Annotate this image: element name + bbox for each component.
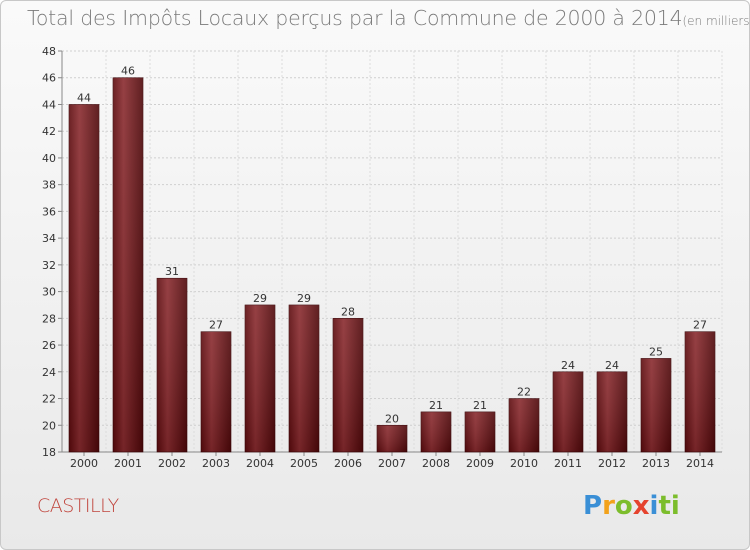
bar-layer — [68, 77, 716, 453]
bar-shade-2012 — [597, 371, 627, 452]
bar-shade-2007 — [377, 425, 407, 452]
bar-shade-2014 — [685, 331, 715, 452]
x-tick-label-2006: 2006 — [334, 457, 362, 470]
y-tick-label: 42 — [42, 125, 56, 138]
y-tick-label: 26 — [42, 339, 56, 352]
bar-shade-2011 — [553, 371, 583, 452]
y-tick-label: 34 — [42, 232, 56, 245]
data-label-2013: 25 — [649, 345, 663, 358]
y-tick-label: 36 — [42, 205, 56, 218]
y-tick-label: 40 — [42, 152, 56, 165]
y-tick-label: 28 — [42, 312, 56, 325]
y-tick-label: 48 — [42, 45, 56, 58]
data-label-2007: 20 — [385, 412, 399, 425]
data-label-2010: 22 — [517, 386, 531, 399]
commune-name: CASTILLY — [37, 495, 119, 517]
bar-shade-2008 — [421, 411, 451, 452]
y-tick-label: 24 — [42, 366, 56, 379]
y-tick-label: 32 — [42, 259, 56, 272]
bar-shade-2006 — [333, 318, 363, 452]
x-tick-label-2001: 2001 — [114, 457, 142, 470]
x-tick-label-2008: 2008 — [422, 457, 450, 470]
chart-unit-note: (en milliers d'€) — [682, 14, 750, 28]
x-tick-label-2012: 2012 — [598, 457, 626, 470]
y-tick-label: 18 — [42, 446, 56, 459]
bar-shade-2013 — [641, 358, 671, 452]
x-tick-label-2000: 2000 — [70, 457, 98, 470]
data-label-2014: 27 — [693, 319, 707, 332]
x-tick-label-2014: 2014 — [686, 457, 714, 470]
data-label-2005: 29 — [297, 292, 311, 305]
x-tick-label-2011: 2011 — [554, 457, 582, 470]
bar-shade-2005 — [289, 304, 319, 452]
x-tick-label-2004: 2004 — [246, 457, 274, 470]
data-label-2000: 44 — [77, 91, 91, 104]
y-tick-label: 30 — [42, 286, 56, 299]
x-tick-label-2002: 2002 — [158, 457, 186, 470]
x-tick-label-2003: 2003 — [202, 457, 230, 470]
y-tick-label: 44 — [42, 98, 56, 111]
x-tick-label-2013: 2013 — [642, 457, 670, 470]
data-label-2001: 46 — [121, 65, 135, 78]
data-label-2008: 21 — [429, 399, 443, 412]
data-label-2003: 27 — [209, 319, 223, 332]
bar-shade-2010 — [509, 398, 539, 452]
bar-shade-2004 — [245, 304, 275, 452]
label-layer: 44 46 31 27 29 29 28 20 21 21 22 24 24 25 27 — [77, 65, 707, 426]
data-label-2011: 24 — [561, 359, 575, 372]
x-tick-label-2010: 2010 — [510, 457, 538, 470]
data-label-2012: 24 — [605, 359, 619, 372]
y-tick-label: 38 — [42, 179, 56, 192]
x-tick-label-2007: 2007 — [378, 457, 406, 470]
data-label-2006: 28 — [341, 305, 355, 318]
proxiti-logo: Proxiti — [583, 491, 680, 521]
bar-shade-2002 — [157, 278, 187, 452]
y-tick-label: 20 — [42, 419, 56, 432]
x-tick-label-2009: 2009 — [466, 457, 494, 470]
data-label-2002: 31 — [165, 265, 179, 278]
bar-shade-2003 — [201, 331, 231, 452]
y-tick-label: 22 — [42, 393, 56, 406]
data-label-2004: 29 — [253, 292, 267, 305]
chart-title: Total des Impôts Locaux perçus par la Co… — [27, 6, 750, 30]
data-label-2009: 21 — [473, 399, 487, 412]
bar-shade-2009 — [465, 411, 495, 452]
chart-title-text: Total des Impôts Locaux perçus par la Co… — [27, 6, 683, 30]
x-tick-label-2005: 2005 — [290, 457, 318, 470]
bar-shade-2000 — [69, 104, 99, 452]
y-tick-label: 46 — [42, 72, 56, 85]
bar-shade-2001 — [113, 77, 143, 452]
